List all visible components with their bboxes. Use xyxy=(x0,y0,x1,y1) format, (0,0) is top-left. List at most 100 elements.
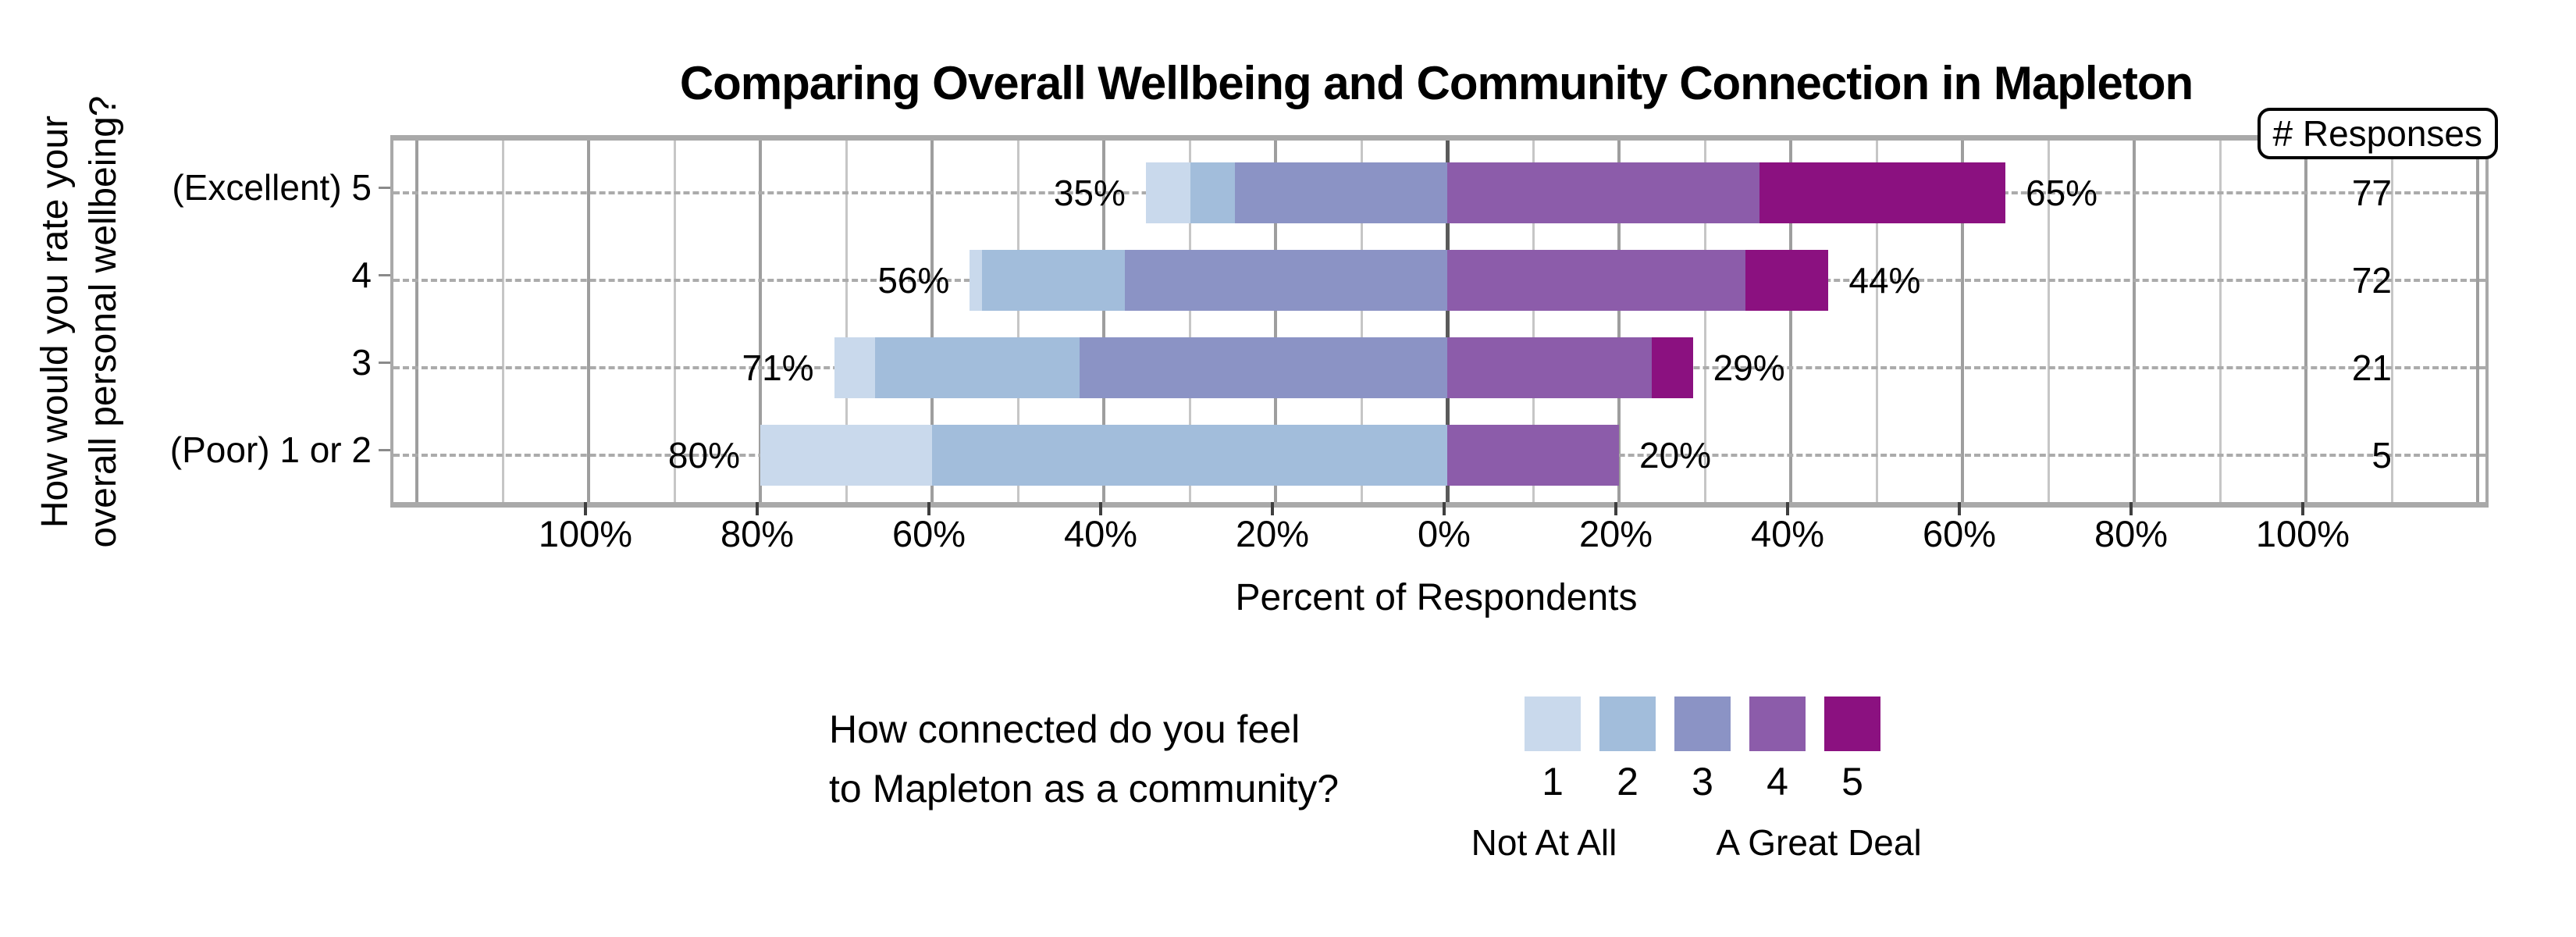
y-tick-mark xyxy=(379,274,390,276)
x-tick-mark xyxy=(2129,502,2133,515)
bar-segment-level-1 xyxy=(834,337,876,398)
bar-segment-level-2 xyxy=(875,337,1080,398)
left-percent-label: 71% xyxy=(742,347,814,388)
gridline xyxy=(587,141,590,502)
left-percent-label: 80% xyxy=(667,435,740,476)
bar-segment-level-5 xyxy=(1745,250,1829,311)
gridline xyxy=(1703,141,1706,502)
x-tick-label: 100% xyxy=(538,513,633,554)
legend-level-number: 4 xyxy=(1767,760,1788,803)
x-tick-label: 0% xyxy=(1418,513,1471,554)
x-tick-mark xyxy=(1099,502,1102,515)
x-tick-label: 20% xyxy=(1578,513,1653,554)
chart-title: Comparing Overall Wellbeing and Communit… xyxy=(679,57,2194,109)
x-tick-mark xyxy=(1271,502,1274,515)
stacked-bar-row xyxy=(970,250,1829,311)
x-tick-mark xyxy=(756,502,759,515)
gridline xyxy=(2304,141,2307,502)
bar-segment-level-2 xyxy=(932,425,1447,486)
bar-segment-level-5 xyxy=(1759,162,2005,223)
bar-segment-level-3 xyxy=(1235,162,1447,223)
y-tick-mark xyxy=(379,362,390,364)
category-label: (Poor) 1 or 2 xyxy=(169,429,372,470)
legend-swatch-level-5 xyxy=(1824,697,1880,751)
gridline xyxy=(673,141,676,502)
legend-level-number: 1 xyxy=(1542,760,1564,803)
legend-question: How connected do you feel to Mapleton as… xyxy=(829,700,1339,818)
y-tick-mark xyxy=(379,449,390,451)
legend-swatch-level-4 xyxy=(1749,697,1806,751)
bar-segment-level-3 xyxy=(1125,250,1447,311)
x-tick-mark xyxy=(1958,502,1961,515)
legend-question-line1: How connected do you feel xyxy=(829,707,1300,751)
responses-header: # Responses xyxy=(2257,108,2498,159)
gridline xyxy=(415,141,418,502)
gridline xyxy=(1875,141,1878,502)
gridline xyxy=(845,141,848,502)
gridline xyxy=(2390,141,2393,502)
gridline xyxy=(501,141,504,502)
bar-segment-level-3 xyxy=(1080,337,1447,398)
bar-segment-level-1 xyxy=(970,250,982,311)
gridline xyxy=(2476,141,2479,502)
x-tick-mark xyxy=(1614,502,1617,515)
left-percent-label: 35% xyxy=(1053,173,1126,213)
x-tick-mark xyxy=(2301,502,2304,515)
gridline xyxy=(1102,141,1105,502)
bar-segment-level-4 xyxy=(1446,162,1760,223)
response-count: 5 xyxy=(2371,435,2392,476)
legend-min-label: Not At All xyxy=(1471,822,1617,863)
gridline xyxy=(1360,141,1363,502)
bar-segment-level-1 xyxy=(1145,162,1191,223)
x-tick-mark xyxy=(1443,502,1446,515)
gridline xyxy=(1188,141,1191,502)
right-percent-label: 29% xyxy=(1713,347,1785,388)
right-percent-label: 44% xyxy=(1848,260,1921,301)
stacked-bar-row xyxy=(1145,162,2005,223)
category-label: 3 xyxy=(351,342,372,383)
x-tick-label: 80% xyxy=(2094,513,2169,554)
x-tick-mark xyxy=(584,502,587,515)
x-tick-label: 100% xyxy=(2255,513,2350,554)
zero-gridline xyxy=(1445,141,1450,502)
legend-swatch-level-3 xyxy=(1674,697,1731,751)
bar-segment-level-4 xyxy=(1447,425,1619,486)
stacked-bar-row xyxy=(760,425,1619,486)
bar-segment-level-5 xyxy=(1651,337,1693,398)
gridline xyxy=(930,141,934,502)
gridline xyxy=(2133,141,2136,502)
legend-question-line2: to Mapleton as a community? xyxy=(829,767,1340,811)
gridline xyxy=(1274,141,1277,502)
y-axis-title-line1: How would you rate your xyxy=(34,115,76,529)
response-count: 77 xyxy=(2351,173,2392,213)
legend-level-number: 3 xyxy=(1692,760,1713,803)
bar-segment-level-4 xyxy=(1446,250,1745,311)
gridline xyxy=(1961,141,1964,502)
stacked-bar-row xyxy=(834,337,1693,398)
category-label: (Excellent) 5 xyxy=(172,167,372,208)
legend-swatch-level-1 xyxy=(1525,697,1581,751)
y-tick-mark xyxy=(379,187,390,189)
x-tick-mark xyxy=(927,502,930,515)
bar-segment-level-2 xyxy=(981,250,1126,311)
x-tick-label: 40% xyxy=(1750,513,1825,554)
legend-swatch-level-2 xyxy=(1599,697,1656,751)
legend-level-number: 5 xyxy=(1841,760,1863,803)
category-label: 4 xyxy=(351,255,372,295)
left-percent-label: 56% xyxy=(877,260,950,301)
gridline xyxy=(2218,141,2222,502)
y-axis-title-line2: overall personal wellbeing? xyxy=(83,95,124,548)
plot-area: 35% 65% 77 56% 44% 72 71% 29% 21 80% 20% 5 xyxy=(390,135,2489,508)
gridline xyxy=(1617,141,1621,502)
gridline xyxy=(1016,141,1019,502)
x-tick-label: 60% xyxy=(891,513,966,554)
bar-segment-level-2 xyxy=(1190,162,1236,223)
right-percent-label: 65% xyxy=(2026,173,2098,213)
gridline xyxy=(2047,141,2050,502)
x-axis-title: Percent of Respondents xyxy=(1235,577,1638,618)
x-tick-label: 40% xyxy=(1063,513,1138,554)
gridline xyxy=(1789,141,1792,502)
right-percent-label: 20% xyxy=(1639,435,1712,476)
legend-max-label: A Great Deal xyxy=(1716,822,1922,863)
